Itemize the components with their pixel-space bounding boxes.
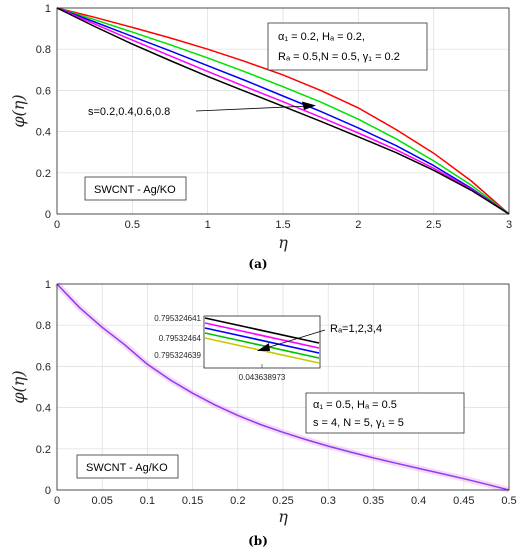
panel-b-x-tick-label: 0.35 xyxy=(363,495,384,507)
panel-a-x-tick-label: 0.5 xyxy=(125,219,140,231)
panel-b-x-tick-label: 0.45 xyxy=(453,495,474,507)
panel-b-x-tick-label: 0.05 xyxy=(91,495,112,507)
panel-a-y-axis-label: φ(η) xyxy=(9,94,28,127)
panel-b-params-line-1: α₁ = 0.5, Hₐ = 0.5 xyxy=(313,399,397,411)
panel-a-x-ticks: 0 0.5 1 1.5 2 2.5 3 xyxy=(54,219,512,231)
panel-b-inset-ytick-2: 0.79532464 xyxy=(159,334,202,343)
panel-a-params-line-2: Rₐ = 0.5,N = 0.5, γ₁ = 0.2 xyxy=(278,51,400,63)
panel-b-inset-line-4 xyxy=(204,332,320,359)
panel-a-y-tick-label: 1 xyxy=(45,3,51,15)
panel-b-x-tick-label: 0 xyxy=(54,495,60,507)
panel-a-arrow-line xyxy=(195,105,311,112)
panel-b-inset-xtick: 0.043638973 xyxy=(239,373,286,382)
panel-a-y-ticks: 0 0.2 0.4 0.6 0.8 1 xyxy=(36,3,51,221)
panel-a-material-box xyxy=(84,176,187,201)
panel-b-y-tick-label: 1 xyxy=(45,279,51,291)
panel-a-arrow-label: s=0.2,0.4,0.6,0.8 xyxy=(88,106,170,118)
panel-b-y-tick-label: 0.6 xyxy=(36,361,51,373)
panel-a-series-line-5 xyxy=(56,7,510,215)
panel-a-x-tick-label: 2 xyxy=(355,219,361,231)
panel-b-x-tick-label: 0.1 xyxy=(140,495,155,507)
panel-a-y-tick-label: 0.4 xyxy=(36,127,51,139)
panel-b-y-tick-label: 0.2 xyxy=(36,444,51,456)
panel-a-x-tick-label: 2.5 xyxy=(426,219,441,231)
panel-b-inset-line-1 xyxy=(204,317,320,344)
panel-b-arrow-line xyxy=(262,329,326,350)
panel-b-inset-lines xyxy=(204,317,320,364)
panel-a-series-line-4 xyxy=(56,7,510,215)
panel-b-x-axis-label: η xyxy=(278,507,288,526)
panel-a-material-label: SWCNT - Ag/KO xyxy=(94,184,176,196)
panel-b-inset: 0.795324641 0.79532464 0.795324639 0.043… xyxy=(154,314,321,382)
panel-a-series xyxy=(56,7,510,215)
panel-b-params-line-2: s = 4, N = 5, γ₁ = 5 xyxy=(313,417,404,429)
panel-b-arrow-head xyxy=(257,343,270,351)
panel-a-x-tick-label: 3 xyxy=(506,219,512,231)
panel-b-x-tick-label: 0.4 xyxy=(411,495,426,507)
panel-b-inset-ytick-3: 0.795324639 xyxy=(154,351,201,360)
panel-a-y-tick-label: 0.6 xyxy=(36,85,51,97)
panel-b-x-tick-label: 0.15 xyxy=(182,495,203,507)
panel-b-y-tick-label: 0.8 xyxy=(36,320,51,332)
panel-b-caption: (b) xyxy=(248,534,268,548)
panel-b-params-box xyxy=(305,392,465,434)
panel-a-y-tick-label: 0.2 xyxy=(36,168,51,180)
panel-b-inset-line-3 xyxy=(204,327,320,354)
panel-b-y-tick-label: 0 xyxy=(45,485,51,497)
panel-b-y-axis-label: φ(η) xyxy=(9,370,28,403)
panel-a-x-tick-label: 1 xyxy=(205,219,211,231)
panel-a-axes-frame xyxy=(56,7,510,215)
panel-a-series-line-1 xyxy=(56,7,510,215)
panel-a-arrow-head xyxy=(302,101,316,110)
panel-b-inset-line-2 xyxy=(204,322,320,349)
panel-a-y-tick-label: 0 xyxy=(45,209,51,221)
panel-a-y-tick-label: 0.8 xyxy=(36,44,51,56)
panel-b-material-box xyxy=(76,454,179,479)
panel-a-caption: (a) xyxy=(248,257,267,271)
panel-b-x-tick-label: 0.25 xyxy=(272,495,293,507)
panel-b-x-ticks: 0 0.05 0.1 0.15 0.2 0.25 0.3 0.35 0.4 0.45 0.5 xyxy=(54,495,517,507)
panel-b-y-tick-label: 0.4 xyxy=(36,403,51,415)
panel-b-series xyxy=(56,283,510,491)
panel-a-x-axis-label: η xyxy=(278,233,288,252)
panel-a-series-line-2 xyxy=(56,7,510,215)
panel-a: 0 0.5 1 1.5 2 2.5 3 0 0.2 0.4 0.6 0.8 1 η φ(η) α₁ =… xyxy=(9,3,512,271)
panel-b: 0 0.05 0.1 0.15 0.2 0.25 0.3 0.35 0.4 0.45 0.5 0 0.… xyxy=(9,279,517,548)
panel-b-axes-frame xyxy=(56,283,510,491)
panel-a-series-line-3 xyxy=(56,7,510,215)
panel-b-y-ticks: 0 0.2 0.4 0.6 0.8 1 xyxy=(36,279,51,497)
panel-b-x-tick-label: 0.2 xyxy=(230,495,245,507)
panel-b-inset-ytick-1: 0.795324641 xyxy=(154,314,201,323)
panel-a-params-box xyxy=(267,22,428,71)
panel-b-series-line-1 xyxy=(56,283,510,491)
panel-b-x-tick-label: 0.5 xyxy=(501,495,516,507)
panel-b-material-label: SWCNT - Ag/KO xyxy=(86,462,168,474)
panel-a-x-tick-label: 0 xyxy=(54,219,60,231)
panel-a-x-tick-label: 1.5 xyxy=(275,219,290,231)
panel-a-params-line-1: α₁ = 0.2, Hₐ = 0.2, xyxy=(278,31,365,43)
panel-b-arrow-label: Rₐ=1,2,3,4 xyxy=(330,323,382,335)
panel-b-x-tick-label: 0.3 xyxy=(321,495,336,507)
